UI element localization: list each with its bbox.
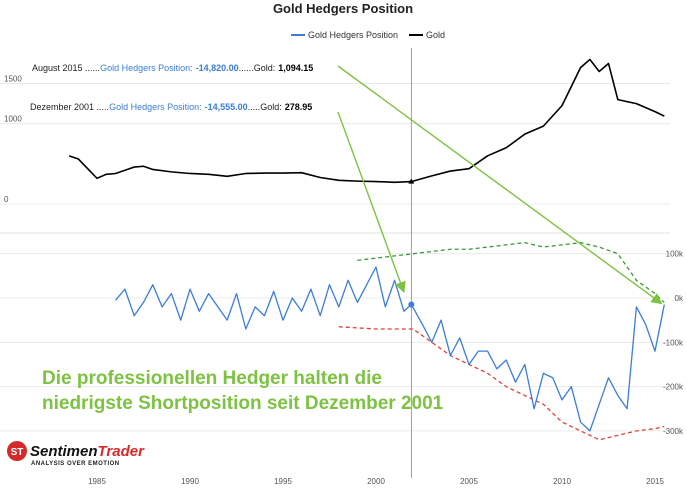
legend[interactable]: Gold Hedgers Position Gold (291, 30, 445, 40)
x-tick-label: 1995 (274, 477, 292, 486)
hedgers-tick-label: 100k (666, 250, 684, 259)
arrow-august-2015 (337, 65, 663, 305)
chart-title: Gold Hedgers Position (273, 1, 413, 16)
annotation-date: August 2015 (32, 63, 83, 73)
x-tick-label: 2010 (553, 477, 571, 486)
annotation-hedgers-value: -14,820.00 (196, 63, 239, 73)
gold-tick-label: 0 (4, 195, 9, 204)
gold-point-marker (408, 178, 415, 184)
reference-line (338, 326, 665, 441)
logo-mark-icon: ST (11, 447, 24, 458)
annotation-hedgers-label: Gold Hedgers Position: (100, 63, 193, 73)
arrow-december-2001 (337, 111, 406, 294)
hedgers-axis-ticks: 100k 0k -100k -200k -300k (663, 250, 684, 436)
x-tick-label: 1990 (181, 477, 199, 486)
logo-circle-icon (7, 441, 27, 461)
gold-axis-ticks: 1500 1000 0 (4, 75, 22, 204)
hedgers-tick-label: -300k (663, 427, 684, 436)
legend-hedgers-label: Gold Hedgers Position (308, 30, 398, 40)
x-tick-label: 2000 (367, 477, 385, 486)
annotation-hedgers-label: Gold Hedgers Position: (109, 102, 202, 112)
annotation-august-2015: August 2015 ......Gold Hedgers Position:… (32, 63, 313, 73)
x-tick-label: 2015 (646, 477, 664, 486)
annotation-date: Dezember 2001 (30, 102, 94, 112)
annotation-arrows (337, 65, 663, 305)
headline-line-2: niedrigste Shortposition seit Dezember 2… (42, 393, 444, 414)
hedgers-tick-label: 0k (675, 294, 684, 303)
x-axis-ticks: 1985 1990 1995 2000 2005 2010 2015 (88, 477, 664, 486)
svg-text:August 2015 ......Gold Hedgers: August 2015 ......Gold Hedgers Position:… (32, 63, 313, 73)
point-markers (408, 178, 415, 308)
svg-text:Dezember 2001 .....Gold Hedger: Dezember 2001 .....Gold Hedgers Position… (30, 102, 312, 112)
reference-lines (338, 241, 665, 441)
x-tick-label: 2005 (460, 477, 478, 486)
logo-tagline: ANALYSIS OVER EMOTION (31, 461, 120, 467)
annotation-december-2001: Dezember 2001 .....Gold Hedgers Position… (30, 102, 312, 112)
logo-wordmark: SentimenTrader (30, 443, 145, 460)
annotation-gold-label: Gold: (254, 63, 276, 73)
gold-tick-label: 1000 (4, 115, 22, 124)
hedgers-tick-label: -100k (663, 338, 684, 347)
legend-gold-label: Gold (426, 30, 445, 40)
gold-series-line (68, 58, 665, 184)
headline-line-1: Die professionellen Hedger halten die (42, 368, 382, 389)
annotation-gold-value: 278.95 (285, 102, 313, 112)
reference-line (357, 241, 665, 303)
grid (0, 83, 670, 432)
hedgers-tick-label: -200k (663, 383, 684, 392)
annotation-hedgers-value: -14,555.00 (205, 102, 248, 112)
x-tick-label: 1985 (88, 477, 106, 486)
annotation-gold-value: 1,094.15 (278, 63, 313, 73)
hedgers-series-line (115, 266, 665, 432)
gold-tick-label: 1500 (4, 75, 22, 84)
series-lines (68, 58, 665, 432)
annotation-gold-label: Gold: (260, 102, 282, 112)
sentimentrader-logo: ST SentimenTrader ANALYSIS OVER EMOTION (7, 441, 145, 467)
hedgers-point-marker (408, 301, 415, 308)
